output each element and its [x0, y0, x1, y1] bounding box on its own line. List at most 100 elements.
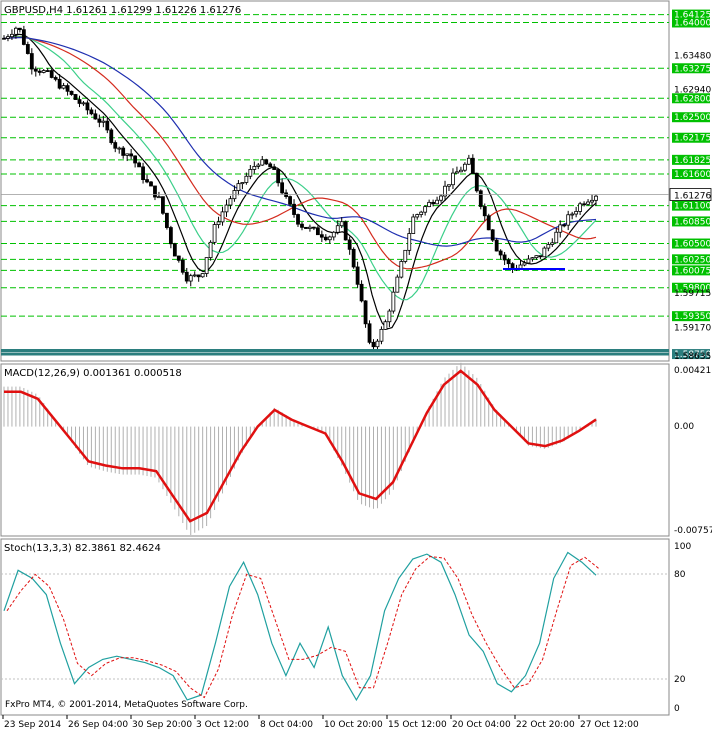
candle-body — [224, 204, 229, 213]
candle-body — [582, 203, 586, 206]
candle-body — [212, 224, 217, 243]
level-label-bg — [672, 9, 710, 20]
level-label: 1.63275 — [674, 64, 711, 74]
stoch-panel: Stoch(13,3,3) 82.3861 82.4624 100 80 20 … — [0, 538, 691, 716]
candle-body — [93, 113, 98, 120]
candle-body — [347, 239, 352, 250]
candle-body — [240, 182, 245, 185]
candle-body — [351, 248, 356, 268]
candle-body — [192, 274, 197, 277]
level-label: 1.61100 — [674, 202, 711, 212]
x-label: 26 Sep 04:00 — [68, 720, 128, 730]
level-label-bg — [672, 216, 710, 227]
candle-body — [2, 37, 6, 40]
candle-body — [419, 211, 424, 215]
candle-body — [280, 182, 285, 194]
candle-body — [172, 243, 177, 257]
level-label-bg — [672, 93, 710, 104]
candle-body — [10, 33, 14, 38]
candle-body — [308, 226, 312, 229]
candle-body — [256, 164, 261, 167]
level-label: 1.62175 — [674, 134, 711, 144]
candle-body — [462, 163, 467, 171]
ma-black — [3, 33, 597, 330]
stoch-signal-line — [6, 555, 600, 699]
level-label: 1.60500 — [674, 240, 711, 250]
level-label-bg — [672, 63, 710, 74]
candle-body — [288, 196, 292, 205]
level-label: 1.62800 — [674, 94, 711, 104]
candle-body — [447, 184, 451, 187]
stoch-main-line — [3, 551, 597, 702]
level-label-bg — [672, 169, 710, 180]
candle-body — [470, 157, 475, 174]
candle-body — [304, 226, 308, 229]
candle-body — [562, 224, 567, 227]
level-label: 1.61825 — [674, 156, 711, 166]
candle-body — [526, 258, 531, 264]
candle-body — [498, 250, 503, 256]
candle-body — [367, 323, 372, 343]
candle-body — [61, 85, 66, 89]
candle-body — [296, 214, 300, 225]
candle-body — [268, 163, 273, 168]
x-label: 23 Sep 2014 — [4, 720, 61, 730]
candle-body — [574, 211, 579, 215]
stoch-tick-0: 0 — [674, 704, 680, 714]
current-price: 1.61276 — [674, 192, 711, 202]
level-label: 1.60850 — [674, 217, 711, 227]
candle-body — [21, 29, 26, 45]
candle-body — [395, 276, 400, 293]
candle-body — [534, 255, 539, 259]
bottom-band — [1, 349, 669, 352]
candle-body — [455, 171, 459, 174]
stoch-tick-20: 20 — [674, 675, 686, 685]
x-label: 8 Oct 04:00 — [260, 720, 313, 730]
candle-body — [85, 102, 90, 111]
x-label: 15 Oct 12:00 — [388, 720, 447, 730]
candle-body — [578, 203, 583, 212]
candle-body — [379, 328, 384, 342]
candle-body — [427, 201, 432, 208]
candle-body — [204, 257, 209, 274]
candle-body — [391, 291, 396, 312]
candle-body — [14, 27, 18, 35]
candle-body — [387, 310, 392, 323]
candles — [2, 25, 598, 352]
candle-body — [168, 227, 173, 245]
candle-body — [109, 129, 114, 143]
candle-body — [466, 157, 471, 165]
candle-body — [399, 261, 404, 278]
level-label-bg — [672, 238, 710, 249]
candle-body — [49, 70, 54, 78]
level-label: 1.64000 — [674, 18, 711, 28]
candle-body — [89, 109, 94, 115]
candle-body — [145, 179, 149, 183]
candle-body — [57, 78, 62, 89]
candle-body — [312, 226, 316, 229]
candle-body — [121, 147, 126, 156]
candle-body — [260, 159, 265, 166]
candle-body — [482, 206, 487, 217]
candle-body — [363, 300, 368, 325]
candle-body — [45, 70, 50, 72]
candle-body — [300, 223, 304, 228]
candle-body — [546, 244, 551, 249]
level-label-bg — [672, 254, 710, 265]
candle-body — [69, 90, 74, 95]
candle-body — [141, 166, 145, 180]
candle-body — [292, 203, 296, 215]
candle-body — [33, 68, 38, 72]
candle-body — [184, 271, 189, 282]
candle-body — [176, 255, 181, 261]
candle-body — [180, 259, 185, 273]
level-label: 1.62500 — [674, 113, 711, 123]
candle-body — [506, 259, 511, 265]
candle-body — [538, 255, 543, 258]
candle-body — [161, 196, 165, 214]
candle-body — [137, 162, 141, 168]
candle-body — [220, 211, 225, 223]
candle-body — [101, 120, 106, 123]
candle-body — [570, 213, 575, 216]
